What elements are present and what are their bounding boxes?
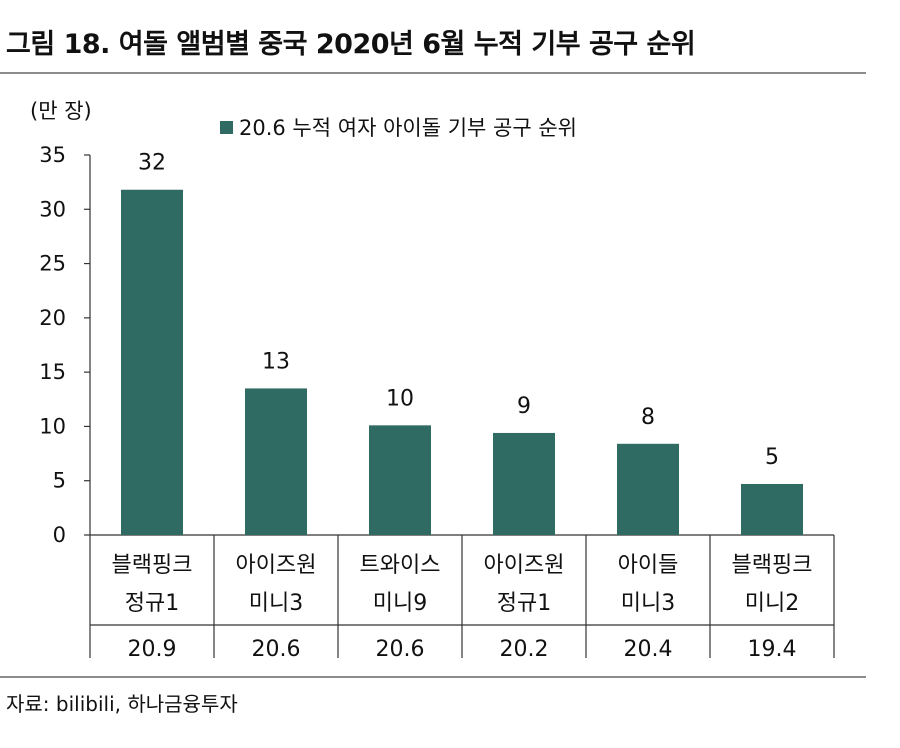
bar [617,443,679,535]
category-date-label: 20.6 [252,637,301,660]
category-label-line2: 미니9 [373,591,427,616]
y-unit-label: (만 장) [30,99,92,123]
bar-value-label: 5 [765,445,779,470]
category-label-line1: 트와이스 [360,553,441,578]
bar-value-label: 32 [138,151,166,176]
category-label-line2: 미니3 [249,591,303,616]
y-tick-label: 35 [39,143,66,167]
category-label-line2: 미니2 [745,591,799,616]
y-tick-label: 15 [39,360,66,384]
category-label-line1: 아이즈원 [236,553,317,578]
bar [369,425,431,535]
source-note: 자료: bilibili, 하나금융투자 [6,692,238,716]
category-label-line2: 정규1 [125,591,179,616]
top-divider [0,72,866,74]
category-label-line1: 아이즈원 [484,553,565,578]
y-tick-label: 30 [39,197,66,221]
y-tick-label: 5 [53,469,66,493]
bar [493,432,555,535]
category-label-line1: 블랙핑크 [732,553,813,578]
bar [121,189,183,535]
y-tick-label: 10 [39,414,66,438]
bar-value-label: 8 [641,405,655,430]
y-tick-label: 0 [53,523,66,547]
bar-value-label: 13 [262,349,290,374]
category-label-line1: 블랙핑크 [112,553,193,578]
category-date-label: 20.4 [624,637,673,660]
category-date-label: 20.2 [500,637,549,660]
bar [245,388,307,535]
y-tick-label: 25 [39,252,66,276]
bar [741,483,803,535]
category-label-line1: 아이들 [618,553,679,578]
bar-value-label: 9 [517,394,531,419]
bottom-divider [0,676,866,678]
chart-title: 그림 18. 여돌 앨범별 중국 2020년 6월 누적 기부 공구 순위 [6,29,696,60]
bar-value-label: 10 [386,386,414,411]
category-date-label: 20.9 [128,637,177,660]
bar-chart: (만 장) 20.6 누적 여자 아이돌 기부 공구 순위 0 5 10 15 20 25 30… [30,99,835,660]
legend-swatch [220,121,233,134]
legend-label: 20.6 누적 여자 아이돌 기부 공구 순위 [239,116,577,140]
category-label-line2: 미니3 [621,591,675,616]
category-label-line2: 정규1 [497,591,551,616]
category-date-label: 20.6 [376,637,425,660]
y-tick-label: 20 [39,306,66,330]
category-date-label: 19.4 [748,637,797,660]
